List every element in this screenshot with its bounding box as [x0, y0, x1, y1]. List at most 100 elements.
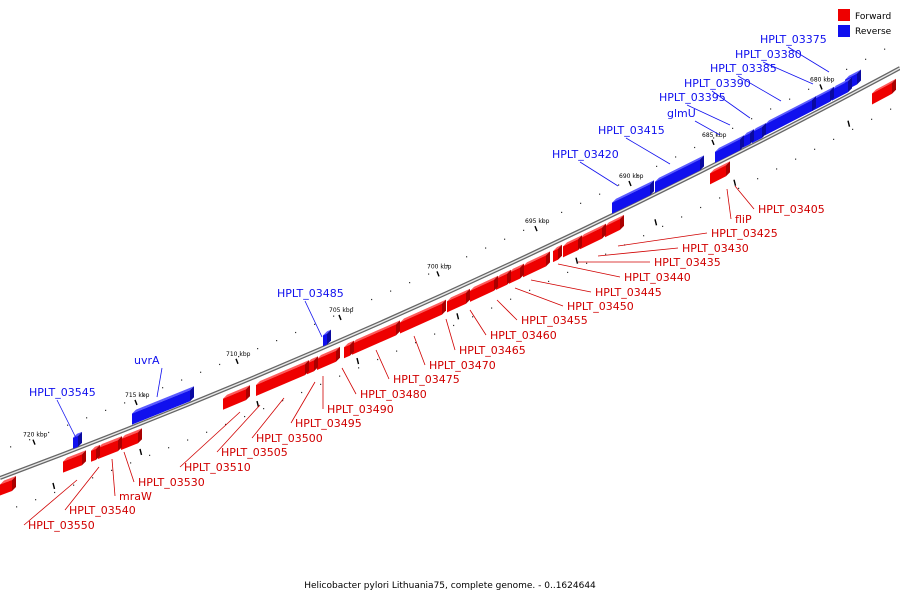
leader-line	[617, 232, 708, 247]
gene-block	[98, 436, 122, 460]
gene-block	[470, 275, 498, 302]
minor-tick	[35, 499, 37, 501]
gene-block	[91, 444, 100, 462]
tick-mark	[654, 219, 658, 226]
minor-tick	[396, 350, 398, 352]
tick-mark	[534, 225, 538, 232]
minor-tick	[472, 316, 474, 318]
minor-tick	[662, 225, 664, 227]
minor-tick	[390, 290, 392, 292]
gene-label: HPLT_03505	[221, 446, 288, 459]
gene-label: HPLT_03480	[360, 388, 427, 401]
tick-label: 685 kbp	[702, 132, 727, 139]
gene-label: HPLT_03440	[624, 271, 691, 284]
tick-mark	[819, 84, 823, 90]
gene-block	[872, 78, 896, 105]
legend-swatch-reverse	[838, 25, 850, 37]
gene-label: HPLT_03485	[277, 287, 344, 300]
minor-tick	[187, 439, 189, 441]
minor-tick	[181, 379, 183, 381]
minor-tick	[314, 323, 316, 325]
tick-label: 680 kbp	[810, 76, 835, 83]
minor-tick	[48, 431, 50, 434]
leader-line	[123, 451, 135, 483]
minor-tick	[485, 247, 487, 249]
minor-tick	[561, 211, 563, 214]
gene-block	[0, 476, 16, 496]
minor-tick	[605, 253, 607, 255]
gene-block	[447, 288, 470, 313]
leader-line	[179, 411, 241, 468]
minor-tick	[890, 108, 892, 110]
minor-tick	[713, 137, 715, 139]
minor-tick	[111, 469, 113, 471]
gene-label: HPLT_03375	[760, 33, 827, 46]
tick-mark	[711, 139, 715, 146]
gene-block	[256, 360, 309, 396]
minor-tick	[352, 307, 354, 309]
minor-tick	[865, 58, 867, 60]
minor-tick	[637, 175, 639, 177]
minor-tick	[377, 358, 379, 361]
minor-tick	[67, 424, 69, 426]
minor-tick	[523, 229, 525, 231]
gene-label: HPLT_03455	[521, 314, 588, 327]
gene-block	[400, 299, 446, 334]
minor-tick	[257, 348, 259, 350]
minor-tick	[643, 235, 645, 237]
genome-caption: Helicobacter pylori Lithuania75, complet…	[304, 581, 596, 591]
leader-line	[23, 479, 78, 526]
gene-block	[132, 386, 194, 425]
minor-tick	[339, 375, 341, 377]
gene-label: HPLT_03415	[598, 124, 665, 137]
gene-block	[743, 129, 754, 148]
gene-block	[715, 135, 744, 163]
tick-label: 720 kbp	[23, 432, 48, 439]
leader-line	[694, 120, 721, 136]
minor-tick	[770, 108, 772, 110]
gene-label: HPLT_03510	[184, 461, 251, 474]
leader-line	[496, 299, 518, 321]
leader-line	[762, 61, 814, 85]
leader-line	[413, 335, 426, 366]
tick-mark	[733, 179, 737, 186]
leader-line	[216, 404, 261, 453]
tick-marks: 680 kbp 685 kbp 690 kbp 695 kbp 700 kbp 705 k…	[10, 48, 892, 508]
leader-line	[469, 309, 487, 336]
gene-block	[605, 214, 624, 238]
minor-tick	[238, 355, 240, 358]
minor-tick	[276, 340, 278, 342]
gene-block	[812, 86, 834, 112]
minor-tick	[618, 184, 620, 186]
minor-tick	[567, 271, 569, 274]
gene-block	[553, 244, 562, 263]
gene-block	[121, 428, 142, 450]
minor-tick	[105, 409, 107, 411]
leader-line	[251, 397, 285, 439]
leader-line	[579, 161, 619, 187]
leader-line	[557, 263, 621, 278]
gene-label: HPLT_03420	[552, 148, 619, 161]
leader-line	[597, 247, 679, 257]
tick-mark	[575, 257, 579, 264]
tick-mark	[32, 439, 36, 445]
leader-line	[726, 188, 732, 220]
minor-tick	[827, 78, 829, 80]
gene-track	[0, 69, 896, 496]
minor-tick	[548, 280, 550, 283]
minor-tick	[16, 506, 18, 508]
minor-tick	[244, 415, 246, 418]
minor-tick	[130, 462, 132, 464]
gene-block	[63, 450, 86, 473]
gene-block	[655, 155, 704, 193]
gene-label: HPLT_03450	[567, 300, 634, 313]
minor-tick	[263, 408, 265, 410]
minor-tick	[200, 371, 202, 373]
gene-block	[563, 235, 582, 258]
minor-tick	[580, 202, 582, 204]
minor-tick	[54, 491, 56, 494]
gene-label: HPLT_03500	[256, 432, 323, 445]
leader-line	[445, 318, 456, 351]
leader-line	[375, 349, 390, 380]
legend: Forward Reverse	[838, 9, 892, 37]
